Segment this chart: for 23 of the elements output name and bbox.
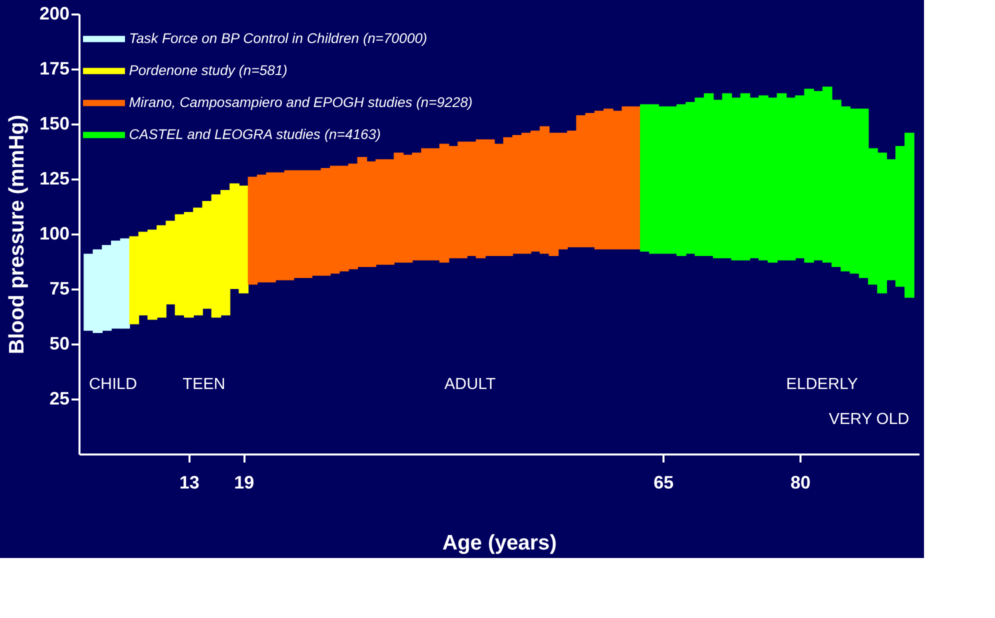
- y-tick-label: 50: [49, 334, 70, 354]
- y-tick-label: 150: [39, 114, 70, 134]
- x-tick-label: 19: [234, 472, 254, 492]
- x-tick-label: 13: [179, 472, 200, 492]
- x-tick-label: 80: [790, 472, 811, 492]
- annotation: TEEN: [182, 376, 226, 393]
- annotation: VERY OLD: [828, 411, 910, 428]
- y-tick-label: 75: [49, 278, 70, 298]
- x-axis-title: Age (years): [442, 532, 557, 554]
- y-tick-label: 125: [39, 168, 70, 188]
- legend-label: Pordenone study (n=581): [129, 62, 288, 78]
- legend-label: Mirano, Camposampiero and EPOGH studies (n=9228): [129, 94, 473, 110]
- y-tick-label: 25: [49, 388, 70, 408]
- y-tick-label: 175: [39, 58, 70, 78]
- x-tick-label: 65: [654, 472, 674, 492]
- y-axis-title: Blood pressure (mmHg): [5, 114, 28, 354]
- annotation: ELDERLY: [786, 376, 858, 393]
- legend-label: Task Force on BP Control in Children (n=70000): [129, 30, 428, 46]
- annotation: CHILD: [88, 376, 138, 393]
- legend-label: CASTEL and LEOGRA studies (n=4163): [129, 126, 381, 142]
- annotation: ADULT: [444, 376, 496, 393]
- y-tick-label: 200: [39, 4, 70, 24]
- y-tick-label: 100: [39, 224, 70, 244]
